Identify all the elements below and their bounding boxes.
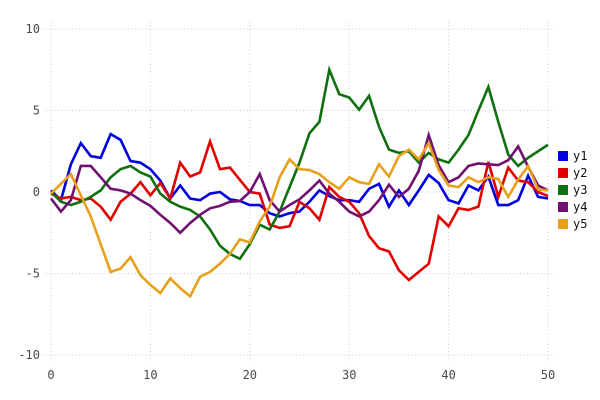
x-tick-label-10: 10	[143, 368, 157, 382]
x-tick-label-40: 40	[441, 368, 455, 382]
legend-label-y5: y5	[573, 217, 588, 231]
legend-item-y2: y2	[558, 167, 587, 179]
series-line-y1	[50, 132, 549, 218]
legend-swatch-y1	[558, 151, 568, 161]
y-tick-label--5: -5	[26, 267, 40, 281]
legend-swatch-y3	[558, 185, 568, 195]
x-tick-label-20: 20	[243, 368, 257, 382]
legend: y1 y2 y3 y4 y5	[558, 150, 587, 230]
series-line-y3	[50, 65, 549, 261]
legend-label-y3: y3	[573, 183, 588, 197]
legend-swatch-y5	[558, 219, 568, 229]
y-tick-label-0: 0	[33, 185, 40, 199]
legend-swatch-y4	[558, 202, 568, 212]
x-tick-label-0: 0	[47, 368, 54, 382]
series-line-y4	[49, 130, 549, 235]
legend-swatch-y2	[558, 168, 568, 178]
y-tick-label-5: 5	[33, 104, 40, 118]
legend-item-y5: y5	[558, 218, 587, 230]
series-line-y2	[50, 137, 549, 282]
legend-item-y1: y1	[558, 150, 587, 162]
series-line-y5	[50, 140, 549, 299]
legend-item-y4: y4	[558, 201, 587, 213]
legend-label-y4: y4	[573, 200, 588, 214]
y-tick-label--10: -10	[18, 348, 40, 362]
legend-label-y1: y1	[573, 149, 588, 163]
y-tick-label-10: 10	[26, 22, 40, 36]
x-tick-label-30: 30	[342, 368, 356, 382]
x-tick-label-50: 50	[541, 368, 555, 382]
legend-label-y2: y2	[573, 166, 588, 180]
legend-item-y3: y3	[558, 184, 587, 196]
